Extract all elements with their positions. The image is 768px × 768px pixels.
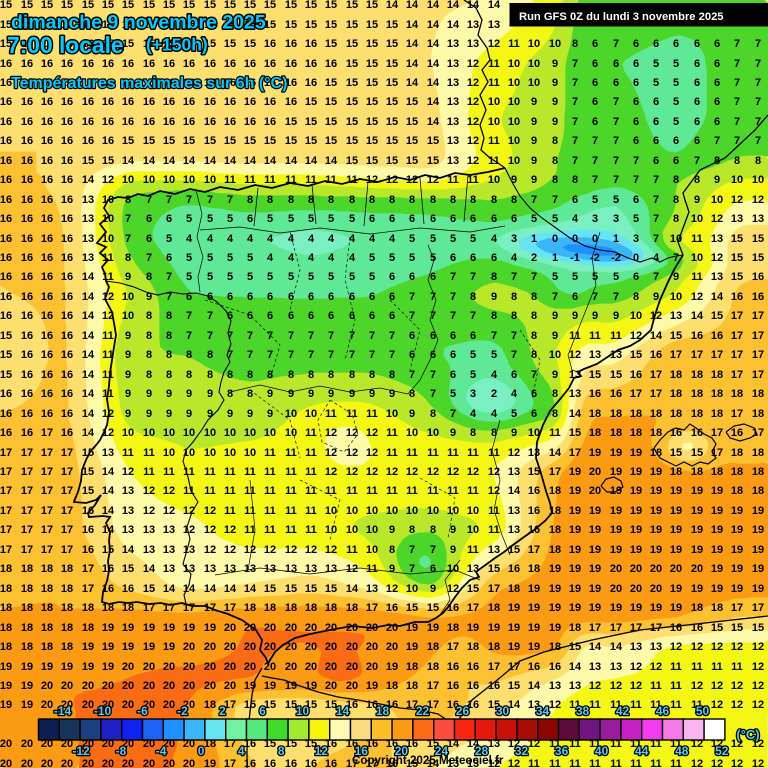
svg-text:46: 46 — [656, 704, 670, 718]
svg-text:50: 50 — [696, 704, 710, 718]
svg-text:-4: -4 — [156, 744, 167, 758]
svg-text:7:00 locale: 7:00 locale — [7, 32, 124, 58]
svg-text:44: 44 — [635, 744, 649, 758]
svg-text:20: 20 — [395, 744, 409, 758]
svg-text:18: 18 — [376, 704, 390, 718]
svg-text:48: 48 — [675, 744, 689, 758]
svg-text:0: 0 — [198, 744, 205, 758]
svg-text:-2: -2 — [177, 704, 188, 718]
svg-text:34: 34 — [536, 704, 550, 718]
svg-text:40: 40 — [595, 744, 609, 758]
svg-text:-10: -10 — [94, 704, 112, 718]
svg-text:28: 28 — [475, 744, 489, 758]
svg-text:-8: -8 — [116, 744, 127, 758]
svg-text:(+150h): (+150h) — [146, 35, 208, 55]
svg-text:Températures maximales sur 6h: Températures maximales sur 6h (°C) — [11, 75, 287, 92]
svg-text:4: 4 — [238, 744, 245, 758]
svg-text:Copyright 2025 Meteociel.fr: Copyright 2025 Meteociel.fr — [352, 754, 504, 767]
svg-text:6: 6 — [259, 704, 266, 718]
svg-text:Run GFS 0Z du lundi 3 novembre: Run GFS 0Z du lundi 3 novembre 2025 — [519, 11, 724, 23]
svg-text:16: 16 — [355, 744, 369, 758]
svg-text:30: 30 — [496, 704, 510, 718]
svg-text:-14: -14 — [54, 704, 72, 718]
svg-text:-6: -6 — [137, 704, 148, 718]
svg-text:dimanche 9 novembre 2025: dimanche 9 novembre 2025 — [11, 12, 266, 34]
svg-text:32: 32 — [515, 744, 529, 758]
svg-text:22: 22 — [416, 704, 430, 718]
svg-text:10: 10 — [296, 704, 310, 718]
svg-text:8: 8 — [278, 744, 285, 758]
svg-text:2: 2 — [219, 704, 226, 718]
svg-text:24: 24 — [435, 744, 449, 758]
svg-text:52: 52 — [715, 744, 729, 758]
svg-text:42: 42 — [616, 704, 630, 718]
svg-text:12: 12 — [315, 744, 329, 758]
svg-text:(°C): (°C) — [736, 727, 759, 742]
svg-text:26: 26 — [456, 704, 470, 718]
svg-text:36: 36 — [555, 744, 569, 758]
svg-text:38: 38 — [576, 704, 590, 718]
svg-text:14: 14 — [336, 704, 350, 718]
svg-text:-12: -12 — [72, 744, 90, 758]
